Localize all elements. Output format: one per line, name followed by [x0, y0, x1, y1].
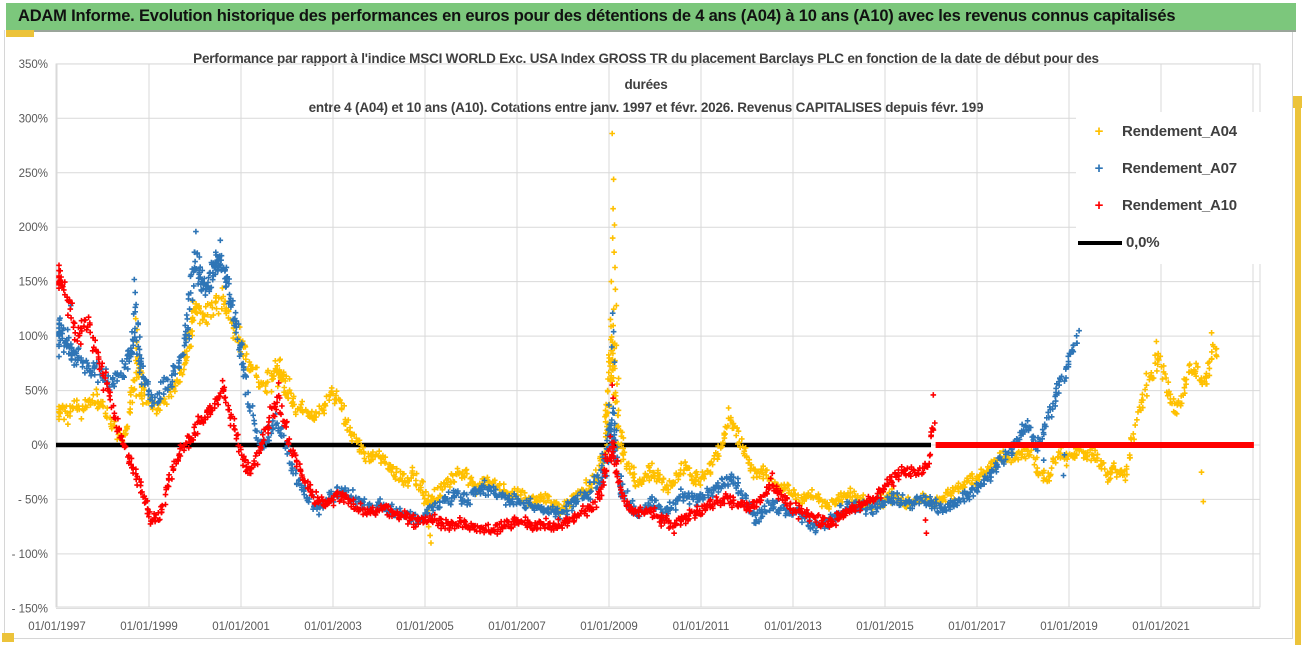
legend-item-a07: + Rendement_A07 — [1076, 153, 1264, 183]
legend-label-a10: Rendement_A10 — [1122, 197, 1237, 215]
series-rendement_a10 — [56, 262, 938, 537]
svg-text:- 150%: - 150% — [12, 603, 48, 615]
svg-text:250%: 250% — [19, 168, 48, 180]
frame-right-border — [1292, 30, 1293, 639]
svg-text:01/01/2021: 01/01/2021 — [1132, 621, 1190, 633]
gold-handle-top-right — [1293, 96, 1302, 108]
legend-label-a07: Rendement_A07 — [1122, 159, 1237, 177]
svg-text:350%: 350% — [19, 59, 48, 71]
series-rendement_a07 — [56, 228, 1082, 536]
legend-item-a10: + Rendement_A10 — [1076, 191, 1264, 221]
svg-text:01/01/2003: 01/01/2003 — [304, 621, 362, 633]
svg-text:01/01/2013: 01/01/2013 — [764, 621, 822, 633]
chart-title-line2: durées — [624, 77, 668, 92]
legend-item-a04: + Rendement_A04 — [1076, 116, 1264, 146]
frame-bottom-border — [4, 638, 1293, 639]
svg-text:01/01/2005: 01/01/2005 — [396, 621, 454, 633]
svg-text:01/01/2009: 01/01/2009 — [580, 621, 638, 633]
gold-handle-bottom-left — [2, 633, 14, 642]
legend-label-a04: Rendement_A04 — [1122, 122, 1237, 140]
chart-title-line3: entre 4 (A04) et 10 ans (A10). Cotations… — [308, 100, 984, 115]
svg-text:0%: 0% — [31, 440, 48, 452]
axis-tick-labels: 350% 300% 250% 200% 150% 100% 50% 0% - 50% - 100%… — [12, 59, 1190, 633]
svg-text:- 100%: - 100% — [12, 549, 48, 561]
svg-text:01/01/1997: 01/01/1997 — [28, 621, 86, 633]
svg-text:200%: 200% — [19, 222, 48, 234]
svg-text:01/01/2007: 01/01/2007 — [488, 621, 546, 633]
svg-text:300%: 300% — [19, 113, 48, 125]
plus-marker-icon: + — [1094, 159, 1104, 177]
legend-label-zero: 0,0% — [1126, 234, 1160, 252]
plus-marker-icon: + — [1094, 197, 1104, 215]
frame-left-border — [4, 30, 5, 639]
svg-text:01/01/2019: 01/01/2019 — [1040, 621, 1098, 633]
chart-title-line1: Performance par rapport à l'indice MSCI … — [193, 51, 1099, 66]
svg-text:150%: 150% — [19, 277, 48, 289]
plus-marker-icon: + — [1094, 122, 1104, 140]
svg-text:01/01/2001: 01/01/2001 — [212, 621, 270, 633]
series-rendement_a04 — [56, 130, 1220, 546]
svg-text:50%: 50% — [25, 386, 48, 398]
gold-strip-right — [1295, 96, 1301, 645]
svg-text:01/01/2011: 01/01/2011 — [673, 621, 730, 633]
slide-title-bar: ADAM Informe. Evolution historique des p… — [6, 3, 1296, 32]
slide-title: ADAM Informe. Evolution historique des p… — [18, 7, 1176, 25]
svg-text:01/01/2017: 01/01/2017 — [948, 621, 1006, 633]
svg-text:01/01/2015: 01/01/2015 — [856, 621, 914, 633]
legend-item-zero-line: 0,0% — [1076, 228, 1264, 258]
chart-legend: + Rendement_A04 + Rendement_A07 + Rendem… — [1076, 112, 1264, 264]
gridlines — [55, 63, 1261, 609]
gold-handle-top-left — [6, 30, 34, 37]
svg-text:- 50%: - 50% — [18, 494, 48, 506]
black-line-icon — [1078, 240, 1122, 245]
svg-text:100%: 100% — [19, 331, 48, 343]
svg-text:01/01/1999: 01/01/1999 — [120, 621, 178, 633]
